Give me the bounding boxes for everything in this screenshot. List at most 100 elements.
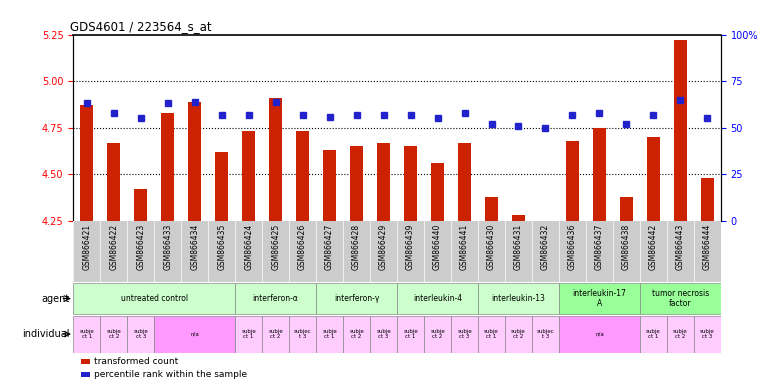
- Bar: [161, 113, 174, 221]
- Text: subjec
t 3: subjec t 3: [294, 329, 311, 339]
- Text: subje
ct 1: subje ct 1: [646, 329, 661, 339]
- Bar: [451, 316, 478, 353]
- Bar: [512, 215, 525, 221]
- Bar: [316, 316, 343, 353]
- Bar: [289, 316, 316, 353]
- Bar: [431, 163, 444, 221]
- Text: untreated control: untreated control: [120, 294, 188, 303]
- Bar: [478, 316, 505, 353]
- Text: subje
ct 2: subje ct 2: [349, 329, 364, 339]
- Bar: [350, 146, 363, 221]
- Bar: [377, 142, 390, 221]
- Bar: [215, 152, 228, 221]
- Text: subje
ct 1: subje ct 1: [403, 329, 418, 339]
- Bar: [640, 316, 667, 353]
- Text: GSM866434: GSM866434: [190, 224, 199, 270]
- Bar: [647, 137, 660, 221]
- Text: subje
ct 1: subje ct 1: [241, 329, 256, 339]
- Text: GSM866436: GSM866436: [568, 224, 577, 270]
- Text: GSM866422: GSM866422: [109, 224, 118, 270]
- Text: interleukin-13: interleukin-13: [492, 294, 545, 303]
- Bar: [235, 316, 262, 353]
- Bar: [107, 142, 120, 221]
- Bar: [640, 283, 721, 314]
- Text: GSM866438: GSM866438: [622, 224, 631, 270]
- Bar: [559, 283, 640, 314]
- Text: percentile rank within the sample: percentile rank within the sample: [94, 370, 247, 379]
- Text: GSM866428: GSM866428: [352, 224, 361, 270]
- Text: subje
ct 2: subje ct 2: [106, 329, 121, 339]
- Bar: [458, 142, 471, 221]
- Bar: [80, 105, 93, 221]
- Bar: [674, 40, 687, 221]
- Bar: [404, 146, 417, 221]
- Text: GSM866443: GSM866443: [676, 224, 685, 270]
- Bar: [154, 316, 235, 353]
- Text: agent: agent: [41, 293, 69, 304]
- Text: subje
ct 3: subje ct 3: [457, 329, 472, 339]
- Bar: [485, 197, 498, 221]
- Bar: [478, 283, 559, 314]
- Text: interferon-α: interferon-α: [253, 294, 298, 303]
- Text: GSM866426: GSM866426: [298, 224, 307, 270]
- Bar: [397, 283, 478, 314]
- Bar: [235, 283, 316, 314]
- Text: GSM866435: GSM866435: [217, 224, 226, 270]
- Text: GSM866429: GSM866429: [379, 224, 388, 270]
- Text: subje
ct 1: subje ct 1: [484, 329, 499, 339]
- Text: subje
ct 1: subje ct 1: [322, 329, 337, 339]
- Bar: [269, 98, 282, 221]
- Text: subje
ct 2: subje ct 2: [430, 329, 445, 339]
- Bar: [242, 131, 255, 221]
- Bar: [593, 127, 606, 221]
- Text: GSM866424: GSM866424: [244, 224, 253, 270]
- Bar: [424, 316, 451, 353]
- Text: GDS4601 / 223564_s_at: GDS4601 / 223564_s_at: [70, 20, 211, 33]
- Text: GSM866442: GSM866442: [649, 224, 658, 270]
- Bar: [343, 316, 370, 353]
- Text: GSM866441: GSM866441: [460, 224, 469, 270]
- Bar: [323, 150, 336, 221]
- Bar: [620, 197, 633, 221]
- Bar: [532, 316, 559, 353]
- Text: interleukin-4: interleukin-4: [413, 294, 462, 303]
- Text: individual: individual: [22, 329, 69, 339]
- Text: subjec
t 3: subjec t 3: [537, 329, 554, 339]
- Text: GSM866433: GSM866433: [163, 224, 172, 270]
- Text: GSM866425: GSM866425: [271, 224, 280, 270]
- Text: GSM866423: GSM866423: [136, 224, 145, 270]
- Bar: [188, 102, 201, 221]
- Text: GSM866440: GSM866440: [433, 224, 442, 270]
- Bar: [316, 283, 397, 314]
- Bar: [127, 316, 154, 353]
- Bar: [667, 316, 694, 353]
- Text: subje
ct 3: subje ct 3: [700, 329, 715, 339]
- Bar: [296, 131, 309, 221]
- Bar: [134, 189, 147, 221]
- Text: tumor necrosis
factor: tumor necrosis factor: [651, 289, 709, 308]
- Bar: [73, 283, 235, 314]
- Text: n/a: n/a: [595, 331, 604, 337]
- Text: n/a: n/a: [190, 331, 199, 337]
- Text: subje
ct 3: subje ct 3: [133, 329, 148, 339]
- Bar: [694, 316, 721, 353]
- Text: interleukin-17
A: interleukin-17 A: [573, 289, 626, 308]
- Bar: [100, 316, 127, 353]
- Bar: [262, 316, 289, 353]
- Text: GSM866432: GSM866432: [541, 224, 550, 270]
- Bar: [559, 316, 640, 353]
- Text: subje
ct 3: subje ct 3: [376, 329, 391, 339]
- Text: GSM866437: GSM866437: [595, 224, 604, 270]
- Bar: [397, 316, 424, 353]
- Text: GSM866444: GSM866444: [703, 224, 712, 270]
- Text: GSM866427: GSM866427: [325, 224, 334, 270]
- Text: GSM866430: GSM866430: [487, 224, 496, 270]
- Bar: [701, 178, 714, 221]
- Text: subje
ct 2: subje ct 2: [511, 329, 526, 339]
- Text: GSM866439: GSM866439: [406, 224, 415, 270]
- Text: subje
ct 2: subje ct 2: [673, 329, 688, 339]
- Bar: [370, 316, 397, 353]
- Text: GSM866421: GSM866421: [82, 224, 91, 270]
- Bar: [566, 141, 579, 221]
- Text: subje
ct 2: subje ct 2: [268, 329, 283, 339]
